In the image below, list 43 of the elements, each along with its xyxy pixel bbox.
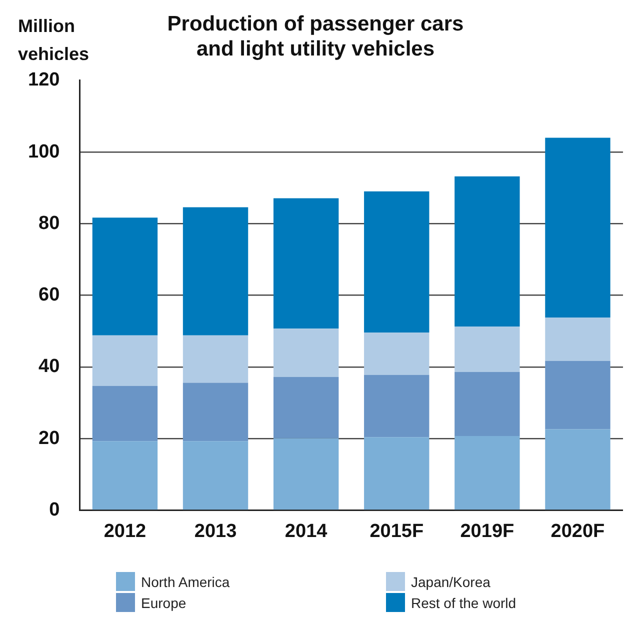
bar	[182, 382, 248, 442]
x-tick-label: 2020F	[550, 520, 605, 542]
bar	[454, 436, 520, 510]
x-tick-label: 2012	[104, 520, 146, 542]
bar	[545, 360, 610, 430]
bar	[454, 176, 520, 326]
legend-label: Rest of the world	[411, 594, 516, 610]
legend-label: Japan/Korea	[411, 574, 490, 590]
y-axis-title: Million vehicles	[18, 15, 90, 66]
bar	[273, 198, 339, 329]
bar	[92, 218, 158, 336]
bar	[454, 372, 520, 436]
x-tick-label: 2014	[284, 520, 328, 542]
bar	[92, 386, 158, 442]
bar	[273, 328, 339, 377]
bar	[364, 374, 430, 438]
bar	[545, 318, 610, 361]
bar	[454, 326, 520, 372]
chart-title: Production of passenger cars and light utility vehicles	[167, 12, 464, 61]
y-tick-label: 20	[38, 428, 60, 449]
y-tick-label: 60	[38, 284, 60, 306]
x-tick-label: 2015F	[370, 520, 424, 542]
y-tick-label: 0	[49, 499, 60, 520]
bar	[273, 376, 339, 438]
bar	[182, 441, 248, 510]
bar	[92, 335, 158, 386]
x-tick-label: 2019F	[460, 520, 514, 542]
bar	[273, 438, 339, 510]
bar	[182, 335, 248, 383]
bar	[364, 437, 430, 510]
y-tick-label: 120	[28, 70, 60, 91]
bar	[364, 191, 430, 333]
bar	[545, 138, 610, 318]
legend-label: North America	[141, 574, 230, 590]
y-tick-label: 40	[38, 356, 60, 378]
bar	[182, 207, 248, 336]
bar	[92, 441, 158, 510]
x-tick-label: 2013	[194, 520, 237, 542]
y-tick-label: 80	[38, 212, 60, 234]
bar	[364, 332, 430, 375]
y-tick-label: 100	[28, 141, 60, 162]
bar	[545, 429, 610, 510]
legend-label: Europe	[141, 594, 186, 610]
